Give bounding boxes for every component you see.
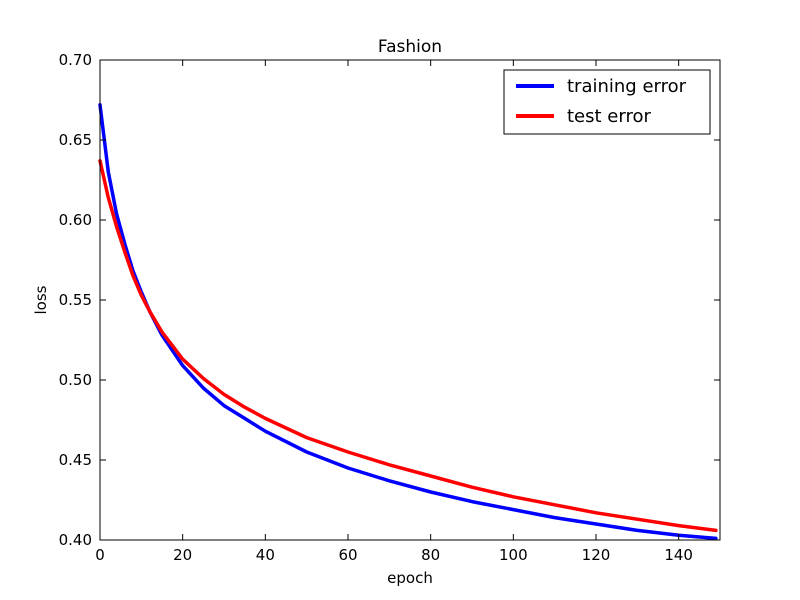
x-axis-label: epoch [387, 569, 433, 587]
x-tick-label: 60 [338, 546, 357, 564]
legend: training error test error [503, 69, 711, 135]
y-tick-label: 0.60 [59, 211, 92, 229]
x-tick-label: 0 [95, 546, 105, 564]
series-layer [98, 103, 718, 541]
y-tick-label: 0.50 [59, 371, 92, 389]
x-tick-label: 20 [173, 546, 192, 564]
legend-label-training-error: training error [567, 76, 687, 97]
legend-label-test-error: test error [567, 106, 651, 127]
x-tick-label: 80 [421, 546, 440, 564]
y-tick-label: 0.40 [59, 531, 92, 549]
chart-title: Fashion [378, 37, 442, 57]
y-axis-label: loss [32, 285, 50, 314]
series-line-test-error [98, 159, 718, 533]
legend-box [503, 69, 711, 135]
y-tick-label: 0.70 [59, 51, 92, 69]
x-tick-label: 140 [664, 546, 693, 564]
x-tick-label: 40 [256, 546, 275, 564]
y-tick-label: 0.45 [59, 451, 92, 469]
x-tick-label: 100 [499, 546, 528, 564]
ticks-layer: 0 20 40 60 80 100 120 140 0.40 0.45 0.50 0.55 0.60 0.… [59, 51, 720, 564]
y-tick-label: 0.65 [59, 131, 92, 149]
y-tick-label: 0.55 [59, 291, 92, 309]
x-tick-label: 120 [582, 546, 611, 564]
